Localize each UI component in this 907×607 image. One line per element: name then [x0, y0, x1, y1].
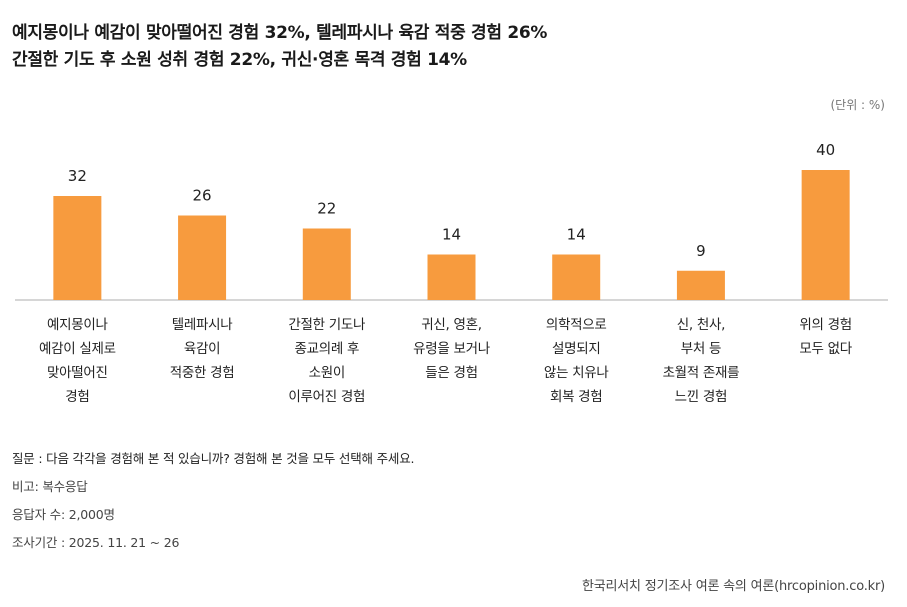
bar-7 — [801, 170, 850, 300]
footnote-question: 질문 : 다음 각각을 경험해 본 적 있습니까? 경험해 본 것을 모두 선택… — [12, 451, 415, 466]
data-label-6: 9 — [696, 242, 706, 260]
category-label-7: 위의 경험 모두 없다 — [799, 317, 852, 357]
chart-title: 예지몽이나 예감이 맞아떨어진 경험 32%, 텔레파시나 육감 적중 경험 2… — [12, 20, 547, 74]
footnote-remark: 비고: 복수응답 — [12, 479, 88, 494]
footnotes: 질문 : 다음 각각을 경험해 본 적 있습니까? 경험해 본 것을 모두 선택… — [12, 452, 414, 564]
category-label-6: 신, 천사, 부처 등 초월적 존재를 느낀 경험 — [662, 317, 740, 405]
bar-2 — [178, 215, 227, 300]
data-label-5: 14 — [567, 226, 586, 244]
bar-3 — [302, 228, 351, 300]
bar-6 — [676, 270, 725, 300]
category-label-3: 간절한 기도나 종교의례 후 소원이 이루어진 경험 — [288, 317, 366, 405]
category-label-2: 텔레파시나 육감이 적중한 경험 — [169, 317, 235, 381]
category-label-5: 의학적으로 설명되지 않는 치유나 회복 경험 — [543, 317, 609, 405]
unit-label: (단위 : %) — [830, 98, 885, 112]
data-label-4: 14 — [442, 226, 461, 244]
category-label-1: 예지몽이나 예감이 실제로 맞아떨어진 경험 — [38, 317, 116, 405]
category-label-4: 귀신, 영혼, 유령을 보거나 들은 경험 — [413, 317, 490, 381]
bar-4 — [427, 254, 476, 300]
data-label-2: 26 — [193, 187, 212, 205]
data-label-7: 40 — [816, 141, 835, 159]
bar-5 — [552, 254, 601, 300]
bar-1 — [53, 196, 102, 300]
data-label-3: 22 — [317, 200, 336, 218]
source-credit: 한국리서치 정기조사 여론 속의 여론(hrcopinion.co.kr) — [582, 579, 885, 594]
data-label-1: 32 — [68, 167, 87, 185]
footnote-sample-size: 응답자 수: 2,000명 — [12, 507, 115, 522]
title-line-2: 간절한 기도 후 소원 성취 경험 22%, 귀신·영혼 목격 경험 14% — [12, 50, 467, 70]
bar-chart: 32 26 22 14 14 9 40 — [15, 141, 888, 301]
footnote-period: 조사기간 : 2025. 11. 21 ~ 26 — [12, 535, 180, 550]
title-line-1: 예지몽이나 예감이 맞아떨어진 경험 32%, 텔레파시나 육감 적중 경험 2… — [12, 23, 548, 43]
